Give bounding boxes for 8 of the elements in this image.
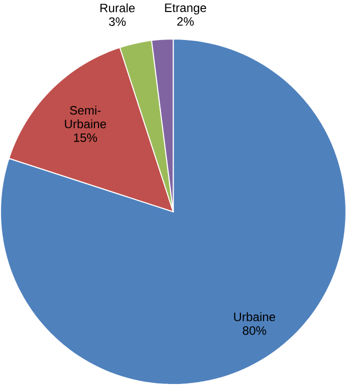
data-label: 15% [74, 133, 97, 142]
data-label: 2% [177, 17, 194, 26]
slice-label: Etrange [164, 4, 206, 14]
slice-label: Rurale [100, 3, 134, 12]
data-label: 3% [108, 17, 126, 26]
slice-label: Urbaine [234, 312, 275, 322]
slice-label: Semi-Urbaine [64, 106, 106, 128]
data-label: 80% [242, 326, 266, 335]
